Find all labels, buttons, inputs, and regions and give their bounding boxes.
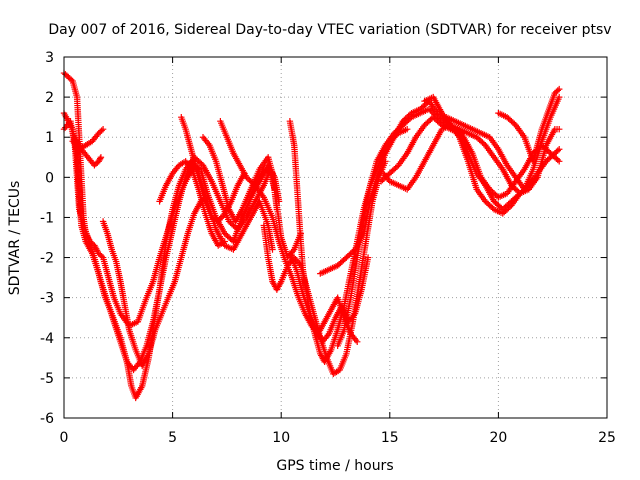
y-tick-label: -6 xyxy=(40,411,54,427)
plot-frame xyxy=(63,56,608,419)
x-tick-label: 5 xyxy=(168,430,177,446)
data-point xyxy=(275,198,283,205)
data-point xyxy=(97,155,104,162)
series-sat-10 xyxy=(334,105,563,349)
y-tick-label: -1 xyxy=(40,210,54,226)
series-sat-15 xyxy=(443,93,563,193)
series-sat-18 xyxy=(99,194,211,370)
data-point xyxy=(556,146,563,153)
data-point xyxy=(534,174,541,181)
x-tick-label: 20 xyxy=(489,430,507,446)
y-tick-label: -3 xyxy=(40,291,54,307)
series-sat-03 xyxy=(60,117,276,374)
y-tick-labels: -6 -5 -4 -3 -2 -1 0 1 2 3 xyxy=(40,50,54,427)
data-point xyxy=(221,238,228,245)
data-point xyxy=(98,127,105,134)
data-point xyxy=(68,76,75,83)
y-tick-label: -4 xyxy=(40,331,54,347)
data-point xyxy=(554,156,561,164)
x-tick-label: 15 xyxy=(381,430,399,446)
data-point xyxy=(532,175,540,182)
data-point xyxy=(403,126,411,133)
series-sat-21 xyxy=(286,250,372,345)
data-point xyxy=(354,338,361,345)
data-point xyxy=(269,246,276,253)
data-point xyxy=(556,85,563,93)
y-tick-label: -5 xyxy=(40,371,54,387)
y-tick-label: 2 xyxy=(45,90,54,106)
data-marks xyxy=(60,69,563,402)
data-point xyxy=(556,158,563,165)
x-axis-label: GPS time / hours xyxy=(276,458,393,474)
x-tick-label: 0 xyxy=(60,430,69,446)
data-point xyxy=(554,147,561,154)
y-tick-label: -2 xyxy=(40,251,54,267)
series-sat-17 xyxy=(71,134,105,169)
axis-ticks xyxy=(63,56,608,419)
series-sat-19 xyxy=(156,158,228,249)
series-sat-20 xyxy=(234,166,283,233)
y-tick-label: 1 xyxy=(45,130,54,146)
chart-title: Day 007 of 2016, Sidereal Day-to-day VTE… xyxy=(48,22,611,38)
y-tick-label: 3 xyxy=(45,50,54,66)
series-sat-12 xyxy=(380,121,563,197)
data-point xyxy=(556,93,563,101)
data-point xyxy=(99,126,107,133)
x-tick-labels: 0 5 10 15 20 25 xyxy=(60,430,616,446)
x-tick-label: 10 xyxy=(272,430,290,446)
data-point xyxy=(204,194,211,201)
x-tick-label: 25 xyxy=(598,430,616,446)
data-point xyxy=(98,253,105,260)
data-point xyxy=(554,87,561,94)
data-point xyxy=(556,126,563,133)
y-tick-label: 0 xyxy=(45,170,54,186)
y-axis-label: SDTVAR / TECUs xyxy=(7,181,23,296)
data-point xyxy=(364,254,372,261)
data-point xyxy=(97,154,105,161)
